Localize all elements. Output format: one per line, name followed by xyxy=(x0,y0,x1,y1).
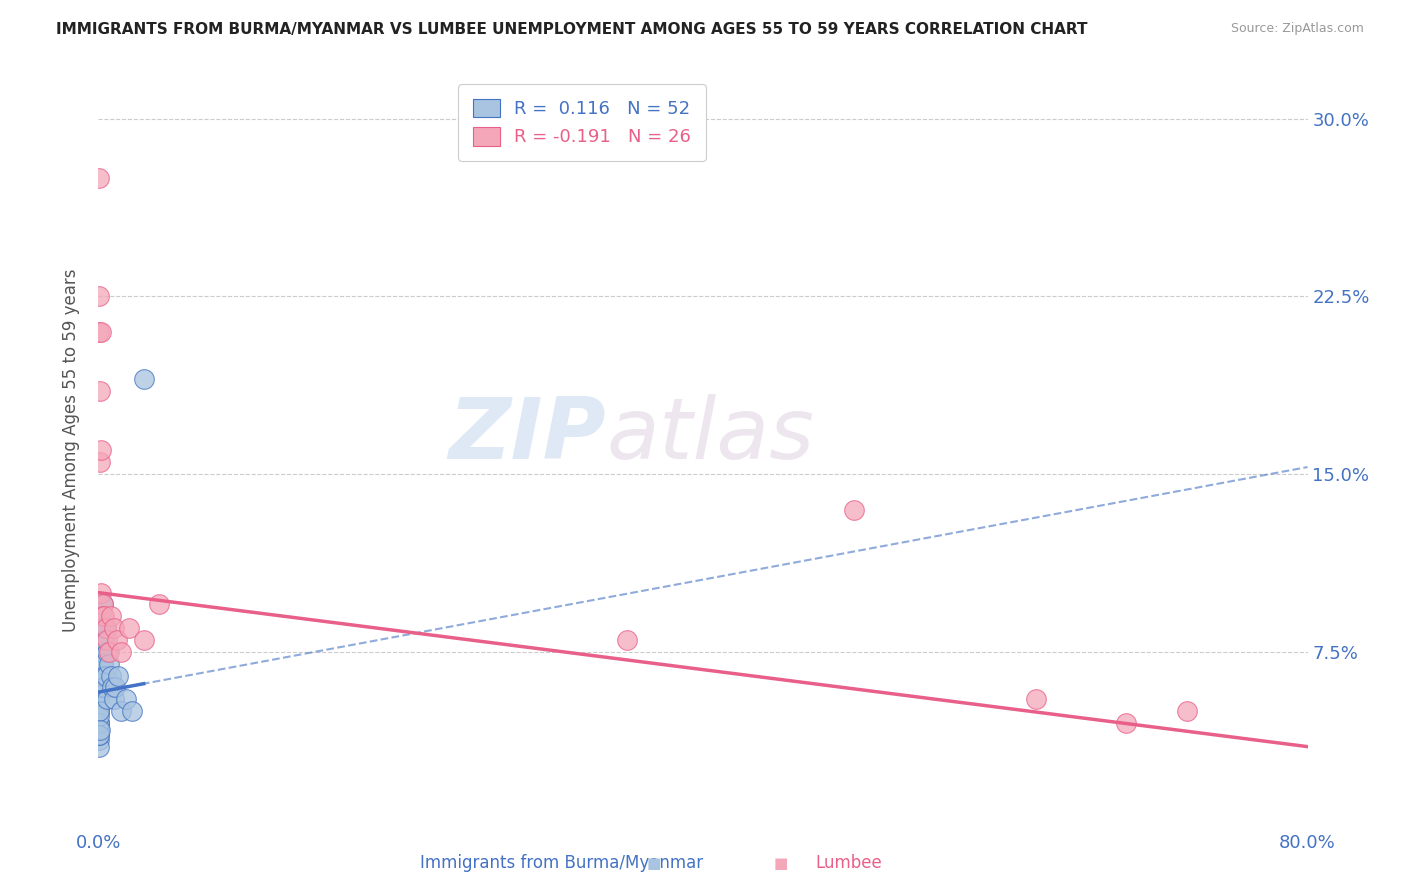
Point xyxy=(93,609,115,624)
Point xyxy=(90,598,112,612)
Point xyxy=(107,668,129,682)
Point xyxy=(89,384,111,399)
Point xyxy=(91,633,114,648)
Point xyxy=(90,645,112,659)
Point xyxy=(104,681,127,695)
Point xyxy=(100,609,122,624)
Text: ZIP: ZIP xyxy=(449,393,606,477)
Point xyxy=(94,621,117,635)
Point xyxy=(89,621,111,635)
Point xyxy=(96,633,118,648)
Point xyxy=(89,704,111,718)
Point xyxy=(87,739,110,754)
Point xyxy=(91,609,114,624)
Point xyxy=(1175,704,1198,718)
Point xyxy=(89,325,111,339)
Point xyxy=(132,633,155,648)
Point xyxy=(90,325,112,339)
Point xyxy=(100,668,122,682)
Text: Immigrants from Burma/Myanmar: Immigrants from Burma/Myanmar xyxy=(420,855,703,872)
Point xyxy=(121,704,143,718)
Point xyxy=(87,715,110,730)
Point xyxy=(94,621,117,635)
Legend: R =  0.116   N = 52, R = -0.191   N = 26: R = 0.116 N = 52, R = -0.191 N = 26 xyxy=(458,84,706,161)
Point xyxy=(87,289,110,303)
Point xyxy=(89,723,111,737)
Point xyxy=(98,645,121,659)
Point xyxy=(89,668,111,682)
Point xyxy=(89,681,111,695)
Point xyxy=(89,685,111,699)
Point xyxy=(91,598,114,612)
Point xyxy=(87,704,110,718)
Point xyxy=(1024,692,1046,706)
Point xyxy=(87,715,110,730)
Point xyxy=(90,621,112,635)
Point xyxy=(87,685,110,699)
Point xyxy=(93,681,115,695)
Point xyxy=(89,668,111,682)
Point xyxy=(87,692,110,706)
Point xyxy=(90,657,112,671)
Point xyxy=(98,657,121,671)
Text: IMMIGRANTS FROM BURMA/MYANMAR VS LUMBEE UNEMPLOYMENT AMONG AGES 55 TO 59 YEARS C: IMMIGRANTS FROM BURMA/MYANMAR VS LUMBEE … xyxy=(56,22,1088,37)
Point xyxy=(90,443,112,458)
Point xyxy=(110,704,132,718)
Point xyxy=(87,732,110,747)
Point xyxy=(89,609,111,624)
Point xyxy=(89,708,111,723)
Point xyxy=(87,728,110,742)
Point xyxy=(103,692,125,706)
Point xyxy=(93,668,115,682)
Point xyxy=(91,621,114,635)
Point xyxy=(87,171,110,186)
Point xyxy=(96,645,118,659)
Text: atlas: atlas xyxy=(606,393,814,477)
Point xyxy=(89,681,111,695)
Text: Lumbee: Lumbee xyxy=(815,855,882,872)
Point xyxy=(105,633,128,648)
Point xyxy=(132,372,155,386)
Point xyxy=(89,455,111,469)
Point xyxy=(93,633,115,648)
Point xyxy=(91,657,114,671)
Point xyxy=(96,692,118,706)
Point xyxy=(90,609,112,624)
Text: ■: ■ xyxy=(773,855,787,871)
Y-axis label: Unemployment Among Ages 55 to 59 years: Unemployment Among Ages 55 to 59 years xyxy=(62,268,80,632)
Point xyxy=(101,681,124,695)
Point xyxy=(148,598,170,612)
Point xyxy=(91,645,114,659)
Point xyxy=(87,704,110,718)
Point xyxy=(91,598,114,612)
Point xyxy=(87,692,110,706)
Point xyxy=(1115,715,1137,730)
Text: Source: ZipAtlas.com: Source: ZipAtlas.com xyxy=(1230,22,1364,36)
Point xyxy=(94,668,117,682)
Point xyxy=(90,585,112,599)
Text: ■: ■ xyxy=(647,855,661,871)
Point xyxy=(844,502,866,516)
Point xyxy=(87,715,110,730)
Point xyxy=(114,692,136,706)
Point xyxy=(89,633,111,648)
Point xyxy=(616,633,638,648)
Point xyxy=(89,681,111,695)
Point xyxy=(89,728,111,742)
Point xyxy=(87,723,110,737)
Point xyxy=(110,645,132,659)
Point xyxy=(118,621,141,635)
Point xyxy=(103,621,125,635)
